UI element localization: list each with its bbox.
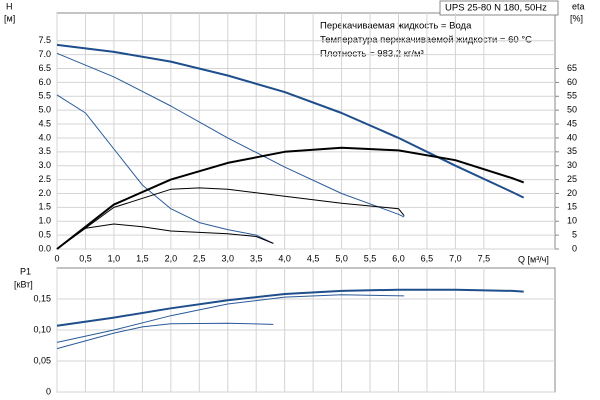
y-axis-unit: [кВт]: [14, 279, 33, 289]
annotation: Перекачиваемая жидкость = Вода: [320, 21, 472, 32]
x-tick-label: 5,0: [335, 253, 348, 263]
annotation: Температура перекачиваемой жидкости = 60…: [320, 35, 532, 46]
y2-tick-label: 40: [567, 132, 577, 142]
x-tick-label: 1,0: [108, 253, 121, 263]
y-tick-label: 6.5: [38, 63, 51, 73]
y-tick-label: 2.5: [38, 174, 51, 184]
x-tick-label: 7,5: [478, 253, 491, 263]
y2-tick-label: 55: [567, 91, 577, 101]
y2-tick-label: 10: [567, 216, 577, 226]
y-tick-label: 0: [46, 386, 51, 396]
y-tick-label: 3.5: [38, 146, 51, 156]
x-tick-label: 5,5: [364, 253, 377, 263]
y2-tick-label: 30: [567, 160, 577, 170]
x-tick-label: 4,5: [307, 253, 320, 263]
x-tick-label: 6,0: [392, 253, 405, 263]
y-tick-label: 1.5: [38, 202, 51, 212]
model-box: [439, 0, 559, 16]
y-tick-label: 4.0: [38, 132, 51, 142]
y2-tick-label: 20: [567, 188, 577, 198]
y-axis-unit: [м]: [4, 13, 15, 23]
x-tick-label: 4,0: [278, 253, 291, 263]
y2-tick-label: 0: [572, 243, 577, 253]
y2-tick-label: 65: [567, 63, 577, 73]
x-tick-label: 0: [54, 253, 59, 263]
x-tick-label: 3,5: [250, 253, 263, 263]
y-axis-label: P1: [20, 266, 31, 276]
curve: [56, 146, 525, 250]
y2-tick-label: 50: [567, 105, 577, 115]
y2-tick-label: 60: [567, 77, 577, 87]
curve: [56, 288, 524, 327]
y-tick-label: 2.0: [38, 188, 51, 198]
y-tick-label: 0,05: [33, 355, 51, 365]
y2-tick-label: 35: [567, 146, 577, 156]
x-tick-label: 0,5: [79, 253, 92, 263]
y-axis-label: H: [6, 1, 13, 11]
y-tick-label: 5.0: [38, 105, 51, 115]
y2-tick-label: 25: [567, 174, 577, 184]
curve: [56, 187, 405, 250]
x-axis-label: Q [м³/ч]: [518, 254, 549, 264]
y2-axis-unit: [%]: [570, 13, 583, 23]
y2-tick-label: 5: [572, 229, 577, 239]
x-tick-label: 6,5: [421, 253, 434, 263]
x-tick-label: 1,5: [136, 253, 149, 263]
y-tick-label: 5.5: [38, 91, 51, 101]
y2-tick-label: 45: [567, 118, 577, 128]
y-tick-label: 3.0: [38, 160, 51, 170]
y-tick-label: 0,15: [33, 293, 51, 303]
curve: [56, 294, 405, 343]
annotation: Плотность = 983.2 кг/м³: [320, 49, 424, 60]
model-label: UPS 25-80 N 180, 50Hz: [445, 3, 547, 14]
y-tick-label: 7.5: [38, 35, 51, 45]
x-tick-label: 3,0: [221, 253, 234, 263]
y2-tick-label: 15: [567, 202, 577, 212]
y-tick-label: 0,10: [33, 324, 51, 334]
y-tick-label: 0.5: [38, 229, 51, 239]
x-tick-label: 2,0: [165, 253, 178, 263]
y-tick-label: 7.0: [38, 49, 51, 59]
curve: [56, 52, 405, 218]
top-frame: [56, 12, 556, 250]
curve: [56, 94, 274, 244]
curve: [56, 43, 525, 199]
x-tick-label: 7,0: [449, 253, 462, 263]
y-tick-label: 1.0: [38, 216, 51, 226]
y2-axis-label: eta: [572, 1, 585, 11]
y-tick-label: 4.5: [38, 118, 51, 128]
curve: [56, 223, 274, 250]
y-tick-label: 6.0: [38, 77, 51, 87]
curve: [56, 322, 274, 350]
x-tick-label: 2,5: [193, 253, 206, 263]
y-tick-label: 0.0: [38, 243, 51, 253]
